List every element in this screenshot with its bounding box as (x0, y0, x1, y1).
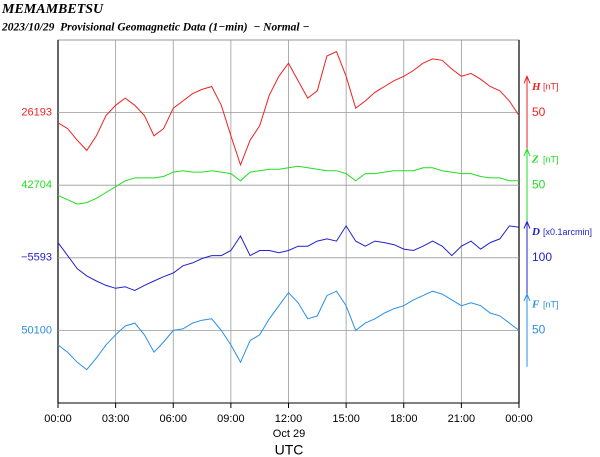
scale-label: 100 (532, 250, 552, 264)
series-name: D (531, 226, 540, 238)
date-label: Oct 29 (273, 428, 305, 440)
scale-label: 50 (532, 105, 546, 119)
x-tick-label: 18:00 (390, 413, 418, 425)
x-tick-label: 03:00 (102, 413, 130, 425)
x-tick-label: 15:00 (332, 413, 360, 425)
series-name: Z (531, 153, 539, 165)
y-tick-label: 50100 (21, 324, 52, 336)
x-tick-label: 00:00 (505, 413, 533, 425)
series-name: H (531, 81, 541, 93)
x-axis-label: UTC (275, 442, 304, 457)
x-tick-label: 06:00 (159, 413, 187, 425)
scale-arrow (523, 75, 531, 84)
y-tick-label: 42704 (21, 179, 52, 191)
series-unit: [nT] (543, 154, 559, 164)
x-tick-label: 21:00 (448, 413, 476, 425)
scale-arrow (523, 220, 531, 229)
scale-label: 50 (532, 177, 546, 191)
data-line (57, 50, 520, 167)
series-unit: [nT] (543, 82, 559, 92)
data-line (57, 224, 520, 292)
data-line (57, 165, 519, 205)
x-tick-label: 09:00 (217, 413, 245, 425)
series-name: F (531, 299, 540, 311)
chart-subtitle: 2023/10/29 Provisional Geomagnetic Data … (1, 22, 309, 34)
scale-label: 50 (532, 323, 546, 337)
x-tick-label: 12:00 (275, 413, 303, 425)
x-tick-label: 00:00 (44, 413, 72, 425)
series-unit: [x0.1arcmin] (543, 227, 592, 237)
series-unit: [nT] (543, 299, 559, 309)
y-tick-label: −5593 (21, 252, 52, 264)
chart-title: MEMAMBETSU (1, 2, 104, 17)
y-tick-label: 26193 (21, 107, 52, 119)
scale-arrow (523, 292, 531, 302)
data-line (57, 290, 520, 371)
scale-arrow (523, 147, 531, 157)
